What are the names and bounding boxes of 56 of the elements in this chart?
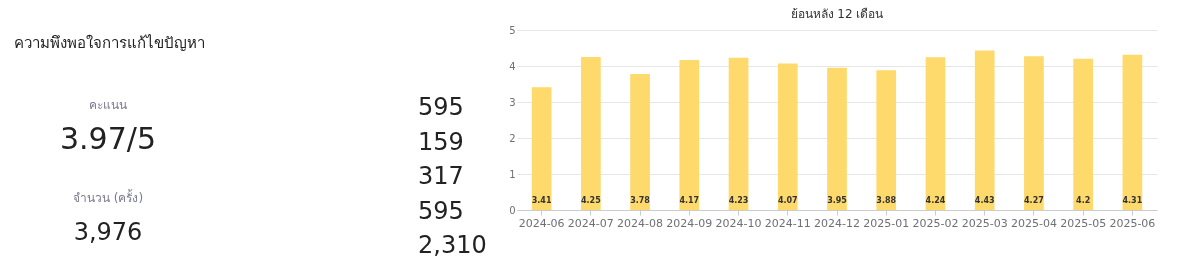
x-tick-label: 2024-08 (617, 216, 664, 230)
x-tick-label: 2025-04 (1010, 216, 1057, 230)
data-label: 4.07 (777, 196, 798, 205)
data-label: 4.24 (925, 196, 946, 205)
y-tick-label: 4 (509, 60, 516, 72)
data-label: 3.78 (630, 196, 651, 205)
text: 595 (418, 196, 464, 225)
text: 3.97/5 (60, 121, 156, 156)
x-tick-label: 2024-12 (814, 216, 860, 230)
chart-title: ย้อนหลัง 12 เดือน (790, 7, 884, 21)
data-label: 3.88 (876, 196, 897, 205)
bar (974, 50, 995, 210)
data-label: 4.25 (580, 196, 602, 205)
y-tick-label: 0 (509, 204, 516, 216)
text: ความพึงพอใจการแก้ไขปัญหา (14, 34, 205, 52)
text: จำนวน (ครั้ง) (72, 189, 144, 205)
bar (531, 87, 552, 210)
x-tick-label: 2025-03 (961, 216, 1008, 230)
data-label: 3.41 (531, 196, 552, 205)
x-tick-label: 2024-09 (666, 216, 713, 230)
x-tick-label: 2025-01 (863, 216, 910, 230)
text: 3,976 (73, 218, 143, 246)
bar (777, 63, 798, 210)
bar (1024, 56, 1044, 210)
bar (630, 73, 650, 210)
text: 317 (418, 162, 464, 190)
x-tick-label: 2024-06 (518, 216, 565, 230)
x-tick-label: 2025-02 (912, 216, 959, 230)
data-label: 4.31 (1122, 196, 1143, 205)
text: 2,310 (418, 231, 487, 259)
x-tick-label: 2024-11 (764, 216, 811, 230)
y-tick-label: 2 (509, 132, 516, 144)
y-tick-label: 1 (509, 168, 516, 180)
bar (1073, 58, 1093, 210)
data-label: 3.95 (827, 196, 848, 205)
bar (876, 70, 897, 210)
x-tick-label: 2025-06 (1109, 216, 1156, 230)
text: คะแนน (89, 98, 127, 112)
bar (827, 67, 847, 210)
bar (679, 59, 700, 210)
bar (728, 57, 749, 210)
bar (1122, 54, 1143, 210)
y-tick-label: 3 (509, 96, 516, 108)
data-label: 4.27 (1024, 196, 1044, 205)
data-label: 4.43 (974, 196, 995, 205)
data-label: 4.2 (1076, 196, 1091, 205)
x-tick-label: 2024-07 (567, 216, 614, 230)
bar (581, 57, 601, 210)
x-tick-label: 2024-10 (715, 216, 762, 230)
x-tick-label: 2025-05 (1060, 216, 1107, 230)
text: 159 (418, 127, 464, 156)
data-label: 4.23 (728, 196, 749, 205)
y-tick-label: 5 (509, 24, 516, 36)
text: 595 (418, 93, 464, 121)
data-label: 4.17 (679, 196, 700, 205)
bar (925, 57, 946, 210)
